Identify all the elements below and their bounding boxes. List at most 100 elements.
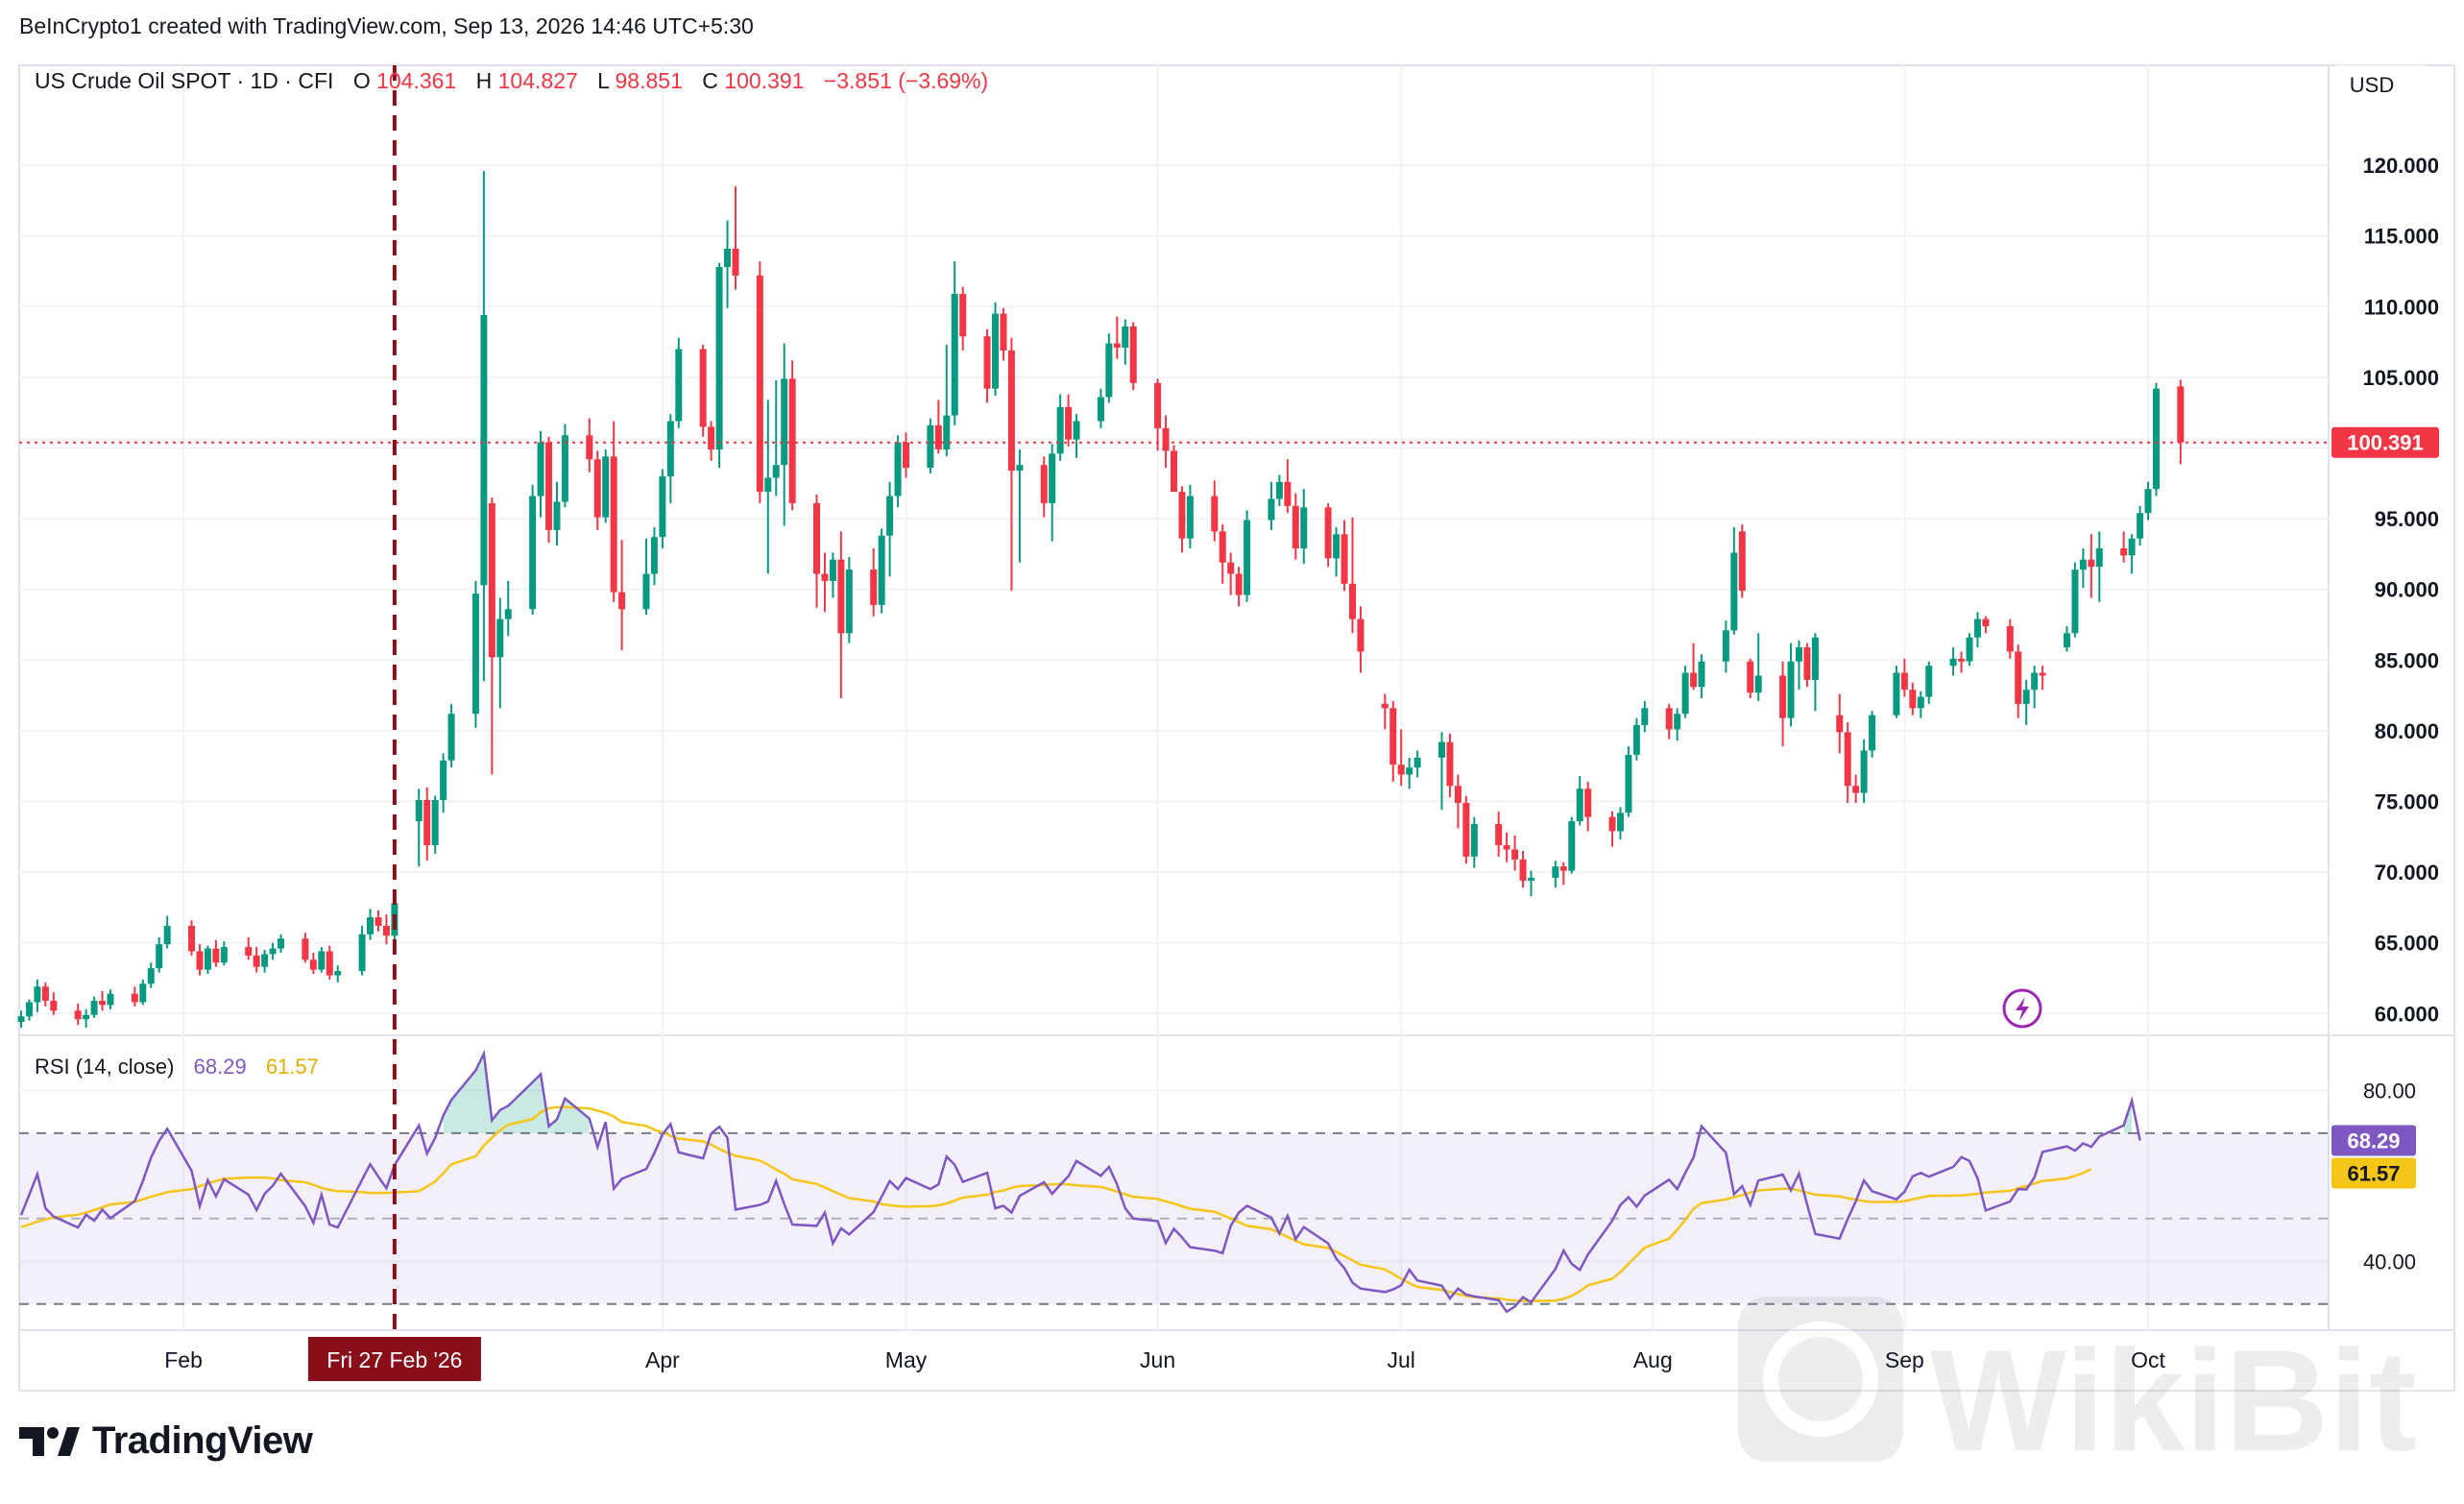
- candle[interactable]: [1665, 703, 1673, 740]
- time-axis[interactable]: Feb Apr May Jun Jul Aug Sep Oct: [164, 1347, 2165, 1372]
- candle[interactable]: [1073, 414, 1080, 458]
- candle[interactable]: [1754, 633, 1762, 701]
- candle[interactable]: [1632, 717, 1640, 761]
- candle[interactable]: [1811, 633, 1819, 712]
- candle[interactable]: [943, 345, 951, 457]
- candle[interactable]: [2120, 531, 2128, 563]
- candles[interactable]: [17, 170, 2185, 1028]
- candle[interactable]: [1949, 647, 1957, 676]
- candle[interactable]: [1982, 616, 1990, 634]
- candle[interactable]: [1616, 807, 1624, 840]
- candle[interactable]: [894, 435, 902, 508]
- candle[interactable]: [1470, 816, 1478, 868]
- candle[interactable]: [440, 753, 447, 813]
- candle[interactable]: [74, 1003, 82, 1026]
- candle[interactable]: [374, 910, 382, 932]
- candle[interactable]: [2095, 531, 2103, 602]
- candle[interactable]: [196, 944, 204, 976]
- candle[interactable]: [1852, 774, 1860, 803]
- candle[interactable]: [1552, 861, 1559, 888]
- candle[interactable]: [1462, 795, 1470, 864]
- candle[interactable]: [1584, 781, 1592, 832]
- candle[interactable]: [586, 418, 593, 473]
- candle[interactable]: [959, 286, 967, 351]
- candle[interactable]: [431, 795, 439, 854]
- candle[interactable]: [334, 965, 342, 982]
- candle[interactable]: [1860, 739, 1868, 803]
- candle[interactable]: [1803, 643, 1811, 688]
- candle[interactable]: [1333, 526, 1341, 577]
- candle[interactable]: [545, 436, 553, 544]
- candle[interactable]: [829, 552, 836, 598]
- candle[interactable]: [2031, 666, 2039, 709]
- candle[interactable]: [504, 580, 512, 637]
- candle[interactable]: [983, 328, 991, 403]
- candle[interactable]: [1056, 394, 1064, 461]
- candle[interactable]: [927, 418, 934, 473]
- candle[interactable]: [650, 526, 658, 586]
- lightning-icon[interactable]: [2002, 988, 2042, 1029]
- candle[interactable]: [1244, 510, 1251, 602]
- candle[interactable]: [553, 481, 561, 546]
- candle[interactable]: [269, 942, 277, 960]
- candle[interactable]: [1211, 480, 1219, 542]
- candle[interactable]: [1348, 517, 1356, 634]
- candle[interactable]: [471, 580, 479, 728]
- candle[interactable]: [610, 421, 617, 602]
- candle[interactable]: [903, 432, 910, 478]
- tradingview-logo[interactable]: TradingView: [19, 1419, 313, 1463]
- candle[interactable]: [772, 379, 780, 497]
- candle[interactable]: [992, 302, 1000, 397]
- candle[interactable]: [1268, 481, 1275, 530]
- candle[interactable]: [1973, 612, 1981, 648]
- candle[interactable]: [188, 920, 196, 956]
- candle[interactable]: [593, 450, 601, 530]
- candle[interactable]: [666, 414, 674, 503]
- candle[interactable]: [1227, 552, 1235, 595]
- candle[interactable]: [675, 337, 683, 428]
- candle[interactable]: [1917, 691, 1924, 718]
- candle[interactable]: [1909, 682, 1917, 716]
- candle[interactable]: [878, 528, 885, 614]
- candle[interactable]: [1049, 444, 1056, 542]
- candle[interactable]: [50, 992, 58, 1015]
- candle[interactable]: [212, 939, 220, 967]
- candle[interactable]: [163, 915, 171, 949]
- candle[interactable]: [1900, 658, 1908, 697]
- candle[interactable]: [1958, 651, 1966, 673]
- candle[interactable]: [1292, 493, 1299, 560]
- candle[interactable]: [1568, 816, 1576, 874]
- candle[interactable]: [1738, 523, 1746, 598]
- candle[interactable]: [90, 996, 98, 1018]
- candle[interactable]: [1625, 746, 1632, 817]
- candle[interactable]: [1235, 567, 1243, 607]
- candle[interactable]: [2015, 644, 2022, 718]
- candle[interactable]: [764, 400, 772, 574]
- candle[interactable]: [1503, 832, 1510, 862]
- candle[interactable]: [1000, 307, 1007, 361]
- candle[interactable]: [1300, 489, 1308, 565]
- candle[interactable]: [788, 360, 796, 511]
- candle[interactable]: [2152, 382, 2160, 497]
- candle[interactable]: [2039, 666, 2046, 691]
- candle[interactable]: [2128, 534, 2136, 574]
- candle[interactable]: [253, 947, 260, 973]
- candle[interactable]: [2088, 534, 2095, 598]
- candle[interactable]: [813, 495, 821, 608]
- candle[interactable]: [1722, 620, 1729, 673]
- candle[interactable]: [732, 186, 739, 290]
- candle[interactable]: [1454, 774, 1461, 829]
- candle[interactable]: [245, 936, 253, 960]
- candle[interactable]: [837, 531, 845, 699]
- symbol-legend[interactable]: US Crude Oil SPOT · 1D · CFI O 104.361 H…: [35, 68, 988, 93]
- candle[interactable]: [537, 430, 544, 518]
- candle[interactable]: [139, 979, 147, 1006]
- candle[interactable]: [1925, 661, 1933, 704]
- candle[interactable]: [1406, 757, 1413, 789]
- candle[interactable]: [1681, 666, 1689, 718]
- candle[interactable]: [1040, 456, 1048, 518]
- candle[interactable]: [447, 703, 455, 768]
- candle[interactable]: [1576, 775, 1583, 826]
- candle[interactable]: [1122, 319, 1129, 365]
- candle[interactable]: [870, 547, 878, 617]
